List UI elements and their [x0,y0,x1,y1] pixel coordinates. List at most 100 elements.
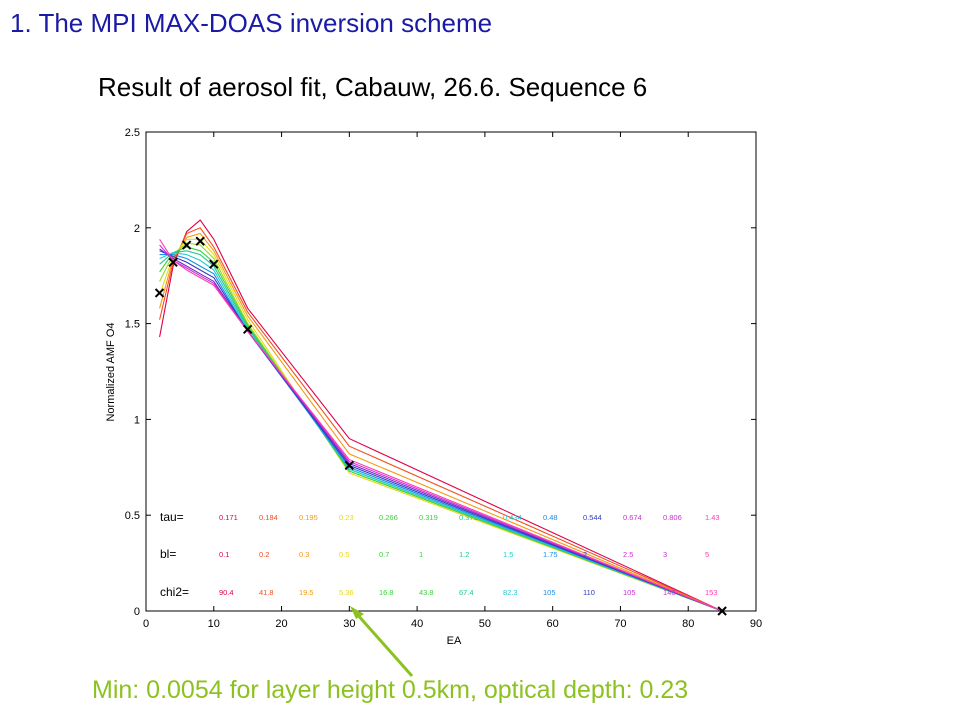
series-line [159,227,723,612]
annotation-value: 1.75 [543,550,558,559]
annotation-value: 0.1 [219,550,229,559]
measured-point [181,240,192,250]
series-line [159,239,723,612]
annotation-value: 19.5 [299,588,314,597]
annotation-value: 0.195 [299,513,318,522]
marker-stroke [209,259,219,269]
marker-stroke [344,460,355,471]
annotation-row-label: bl= [160,547,176,561]
annotation-value: 140 [663,588,676,597]
marker-stroke [195,236,205,246]
annotation-value: 3 [663,550,667,559]
x-tick-label: 50 [479,618,491,630]
annotation-value: 0.674 [623,513,642,522]
measured-point [195,236,205,246]
annotation-value: 0.184 [259,513,278,522]
y-axis: 0 0.5 1 1.5 2 2.5 [125,127,756,618]
y-tick-label: 1 [134,414,140,426]
marker-stroke [242,324,253,335]
measured-point [209,259,219,269]
annotation-value: 0.7 [379,550,389,559]
annotation-row-label: tau= [160,510,184,524]
slide-title: 1. The MPI MAX-DOAS inversion scheme [10,8,493,38]
annotation-value: 16.8 [379,588,394,597]
y-tick-label: 1.5 [125,319,140,331]
annotation-value: 0.5 [339,550,349,559]
annotation-value: 0.266 [379,513,398,522]
y-axis-label: Normalized AMF O4 [105,322,117,421]
measured-point [242,324,253,335]
y-tick-label: 2 [134,223,140,235]
annotation-value: 1.43 [705,513,720,522]
x-axis-label: EA [447,635,462,647]
min-arrow [350,606,414,677]
arrow-head [350,606,364,619]
measured-point [168,257,178,267]
measured-point [344,460,355,471]
series-line [159,254,723,612]
annotation-value: 2 [583,550,587,559]
y-tick-label: 0 [134,606,140,618]
annotation-value: 1.2 [459,550,469,559]
annotation-value: 0.544 [583,513,602,522]
annotation-value: 67.4 [459,588,474,597]
x-tick-label: 90 [750,618,762,630]
annotation-value: 0.3 [299,550,309,559]
annotation-value: 153 [705,588,718,597]
annotation-value: 105 [543,588,556,597]
x-tick-label: 0 [143,618,149,630]
series-line [159,250,723,612]
annotation-value: 41.8 [259,588,274,597]
annotation-value: 0.171 [219,513,238,522]
annotation-value: 82.3 [503,588,518,597]
marker-stroke [717,606,727,616]
annotation-value: 0.2 [259,550,269,559]
x-tick-label: 60 [547,618,559,630]
annotation-table: tau= 0.171 0.184 0.195 0.23 0.266 0.319 0.371 0.… [160,510,720,599]
annotation-value: 110 [583,588,595,597]
annotation-value: 1.5 [503,550,513,559]
annotation-value: 0.806 [663,513,682,522]
x-axis: 0 10 20 30 40 50 60 70 80 90 [143,132,762,630]
x-tick-label: 30 [343,618,355,630]
annotation-value: 105 [623,588,636,597]
marker-stroke [168,257,178,267]
annotation-value: 5.36 [339,588,354,597]
series-line [159,246,723,612]
annotation-value: 90.4 [219,588,234,597]
series-line [159,248,723,612]
annotation-value: 43.8 [419,588,434,597]
annotation-value: 5 [705,550,709,559]
chart-title: Result of aerosol fit, Cabauw, 26.6. Seq… [98,72,648,102]
measured-point [717,606,727,616]
annotation-value: 1 [419,550,423,559]
series-line [159,242,723,612]
x-tick-label: 80 [682,618,694,630]
series-line [159,219,723,612]
arrow-shaft [354,612,414,677]
x-tick-label: 10 [208,618,220,630]
marker-stroke [154,288,165,298]
series-line [159,252,723,612]
x-tick-label: 70 [614,618,626,630]
series-line [159,238,723,612]
annotation-value: 0.371 [459,513,478,522]
annotation-value: 0.434 [503,513,522,522]
series-line [159,232,723,612]
plot-frame [145,131,757,612]
measured-point [154,288,165,298]
annotation-value: 0.319 [419,513,438,522]
result-caption: Min: 0.0054 for layer height 0.5km, opti… [92,676,689,704]
measured-markers [154,236,727,616]
annotation-row-label: chi2= [160,585,189,599]
annotation-value: 0.48 [543,513,558,522]
plot-box [145,131,757,612]
x-tick-label: 20 [275,618,287,630]
x-tick-label: 40 [411,618,423,630]
annotation-value: 0.23 [339,513,354,522]
marker-stroke [181,240,192,250]
y-tick-label: 2.5 [125,127,140,139]
series-lines [159,219,723,612]
y-tick-label: 0.5 [125,510,140,522]
